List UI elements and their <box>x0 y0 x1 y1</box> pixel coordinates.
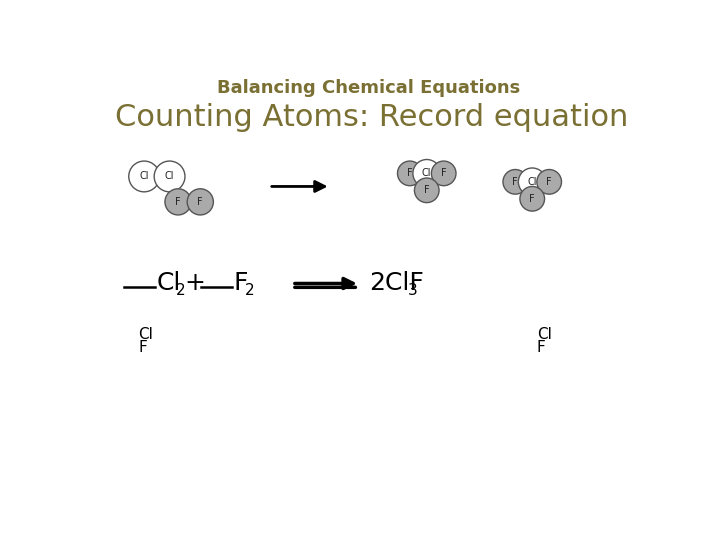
Text: F: F <box>537 340 546 355</box>
Text: Cl: Cl <box>537 327 552 342</box>
Text: F: F <box>407 168 413 178</box>
Circle shape <box>187 189 213 215</box>
Text: F: F <box>513 177 518 187</box>
Text: Cl: Cl <box>156 272 181 295</box>
Text: 2: 2 <box>245 283 255 298</box>
Text: Cl: Cl <box>140 172 149 181</box>
Text: F: F <box>197 197 203 207</box>
Text: 3: 3 <box>408 283 418 298</box>
Circle shape <box>431 161 456 186</box>
Text: 2: 2 <box>176 283 185 298</box>
Circle shape <box>518 168 546 195</box>
Circle shape <box>413 159 441 187</box>
Text: F: F <box>175 197 181 207</box>
Circle shape <box>397 161 422 186</box>
Text: +: + <box>184 272 205 295</box>
Text: F: F <box>233 272 248 295</box>
Text: F: F <box>546 177 552 187</box>
Text: F: F <box>441 168 446 178</box>
Circle shape <box>415 178 439 202</box>
Text: Cl: Cl <box>422 168 431 178</box>
Text: Cl: Cl <box>165 172 174 181</box>
Text: F: F <box>424 185 430 195</box>
Circle shape <box>503 170 528 194</box>
Circle shape <box>154 161 185 192</box>
Text: Cl: Cl <box>138 327 153 342</box>
Text: Counting Atoms: Record equation: Counting Atoms: Record equation <box>115 103 629 132</box>
Circle shape <box>129 161 160 192</box>
Text: F: F <box>529 194 535 204</box>
Text: Cl: Cl <box>528 177 537 187</box>
Text: Balancing Chemical Equations: Balancing Chemical Equations <box>217 79 521 97</box>
Circle shape <box>537 170 562 194</box>
Circle shape <box>520 186 544 211</box>
Text: F: F <box>138 340 147 355</box>
Text: 2ClF: 2ClF <box>369 272 424 295</box>
Circle shape <box>165 189 191 215</box>
